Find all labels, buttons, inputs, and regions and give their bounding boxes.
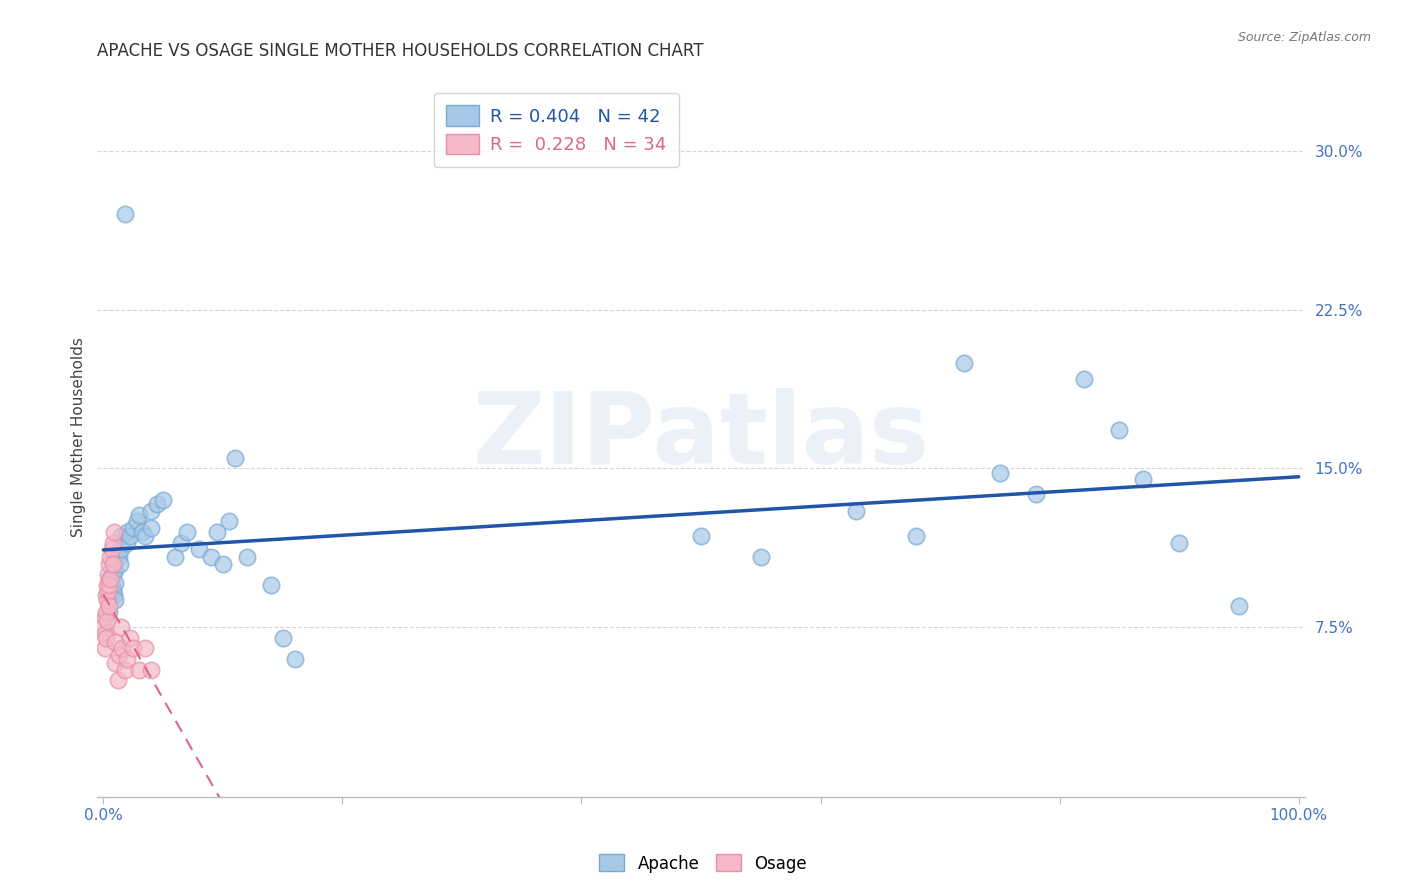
Point xyxy=(1227,599,1250,613)
Point xyxy=(122,641,145,656)
Point xyxy=(98,578,121,592)
Point xyxy=(1073,372,1095,386)
Point xyxy=(98,606,121,620)
Legend: R = 0.404   N = 42, R =  0.228   N = 34: R = 0.404 N = 42, R = 0.228 N = 34 xyxy=(433,93,679,167)
Point xyxy=(953,355,976,369)
Point xyxy=(125,514,148,528)
Point xyxy=(97,567,120,582)
Point xyxy=(98,584,121,599)
Point xyxy=(236,550,259,565)
Point xyxy=(91,620,114,634)
Point xyxy=(103,589,125,603)
Point xyxy=(200,550,222,565)
Point xyxy=(152,493,174,508)
Point xyxy=(988,466,1011,480)
Point xyxy=(128,663,150,677)
Point xyxy=(134,529,156,543)
Point xyxy=(98,599,121,613)
Point xyxy=(165,550,187,565)
Point xyxy=(1025,487,1047,501)
Point xyxy=(100,572,122,586)
Point xyxy=(96,614,118,628)
Point xyxy=(94,606,117,620)
Point xyxy=(97,584,120,599)
Point xyxy=(115,535,138,549)
Point xyxy=(108,557,131,571)
Point xyxy=(131,524,153,539)
Point xyxy=(98,557,121,571)
Point xyxy=(139,663,162,677)
Point xyxy=(110,529,132,543)
Point xyxy=(260,578,283,592)
Point xyxy=(101,557,124,571)
Point xyxy=(101,567,124,582)
Point xyxy=(139,504,162,518)
Point xyxy=(122,521,145,535)
Y-axis label: Single Mother Households: Single Mother Households xyxy=(72,336,86,537)
Point xyxy=(188,541,211,556)
Point xyxy=(111,641,134,656)
Point xyxy=(98,592,121,607)
Point xyxy=(170,535,193,549)
Point xyxy=(104,563,127,577)
Point xyxy=(104,592,127,607)
Point xyxy=(690,529,713,543)
Point xyxy=(108,550,131,565)
Point xyxy=(212,557,235,571)
Point xyxy=(96,592,118,607)
Point xyxy=(93,641,115,656)
Point xyxy=(115,524,138,539)
Point xyxy=(114,207,136,221)
Point xyxy=(1132,472,1154,486)
Text: Source: ZipAtlas.com: Source: ZipAtlas.com xyxy=(1237,31,1371,45)
Point xyxy=(271,631,294,645)
Point xyxy=(110,620,132,634)
Point xyxy=(749,550,772,565)
Point xyxy=(1108,423,1130,437)
Point xyxy=(128,508,150,522)
Point xyxy=(98,572,121,586)
Point xyxy=(1168,535,1191,549)
Point xyxy=(114,663,136,677)
Point xyxy=(118,631,141,645)
Point xyxy=(115,652,138,666)
Point xyxy=(107,546,129,560)
Point xyxy=(146,497,169,511)
Text: ZIPatlas: ZIPatlas xyxy=(472,388,929,485)
Point xyxy=(134,641,156,656)
Legend: Apache, Osage: Apache, Osage xyxy=(592,847,814,880)
Point xyxy=(218,514,240,528)
Point xyxy=(100,541,122,556)
Point xyxy=(176,524,198,539)
Point xyxy=(101,584,124,599)
Point xyxy=(108,648,131,662)
Point xyxy=(104,575,127,590)
Point xyxy=(94,589,117,603)
Point xyxy=(205,524,228,539)
Point xyxy=(103,524,125,539)
Point xyxy=(845,504,868,518)
Point xyxy=(96,578,118,592)
Point xyxy=(93,609,115,624)
Text: APACHE VS OSAGE SINGLE MOTHER HOUSEHOLDS CORRELATION CHART: APACHE VS OSAGE SINGLE MOTHER HOUSEHOLDS… xyxy=(97,42,704,60)
Point xyxy=(94,631,117,645)
Point xyxy=(139,521,162,535)
Point xyxy=(224,450,246,465)
Point xyxy=(107,673,129,688)
Point xyxy=(100,550,122,565)
Point xyxy=(100,578,122,592)
Point xyxy=(101,535,124,549)
Point xyxy=(104,635,127,649)
Point xyxy=(104,657,127,671)
Point xyxy=(905,529,928,543)
Point xyxy=(93,626,115,640)
Point xyxy=(118,529,141,543)
Point xyxy=(284,652,307,666)
Point xyxy=(110,541,132,556)
